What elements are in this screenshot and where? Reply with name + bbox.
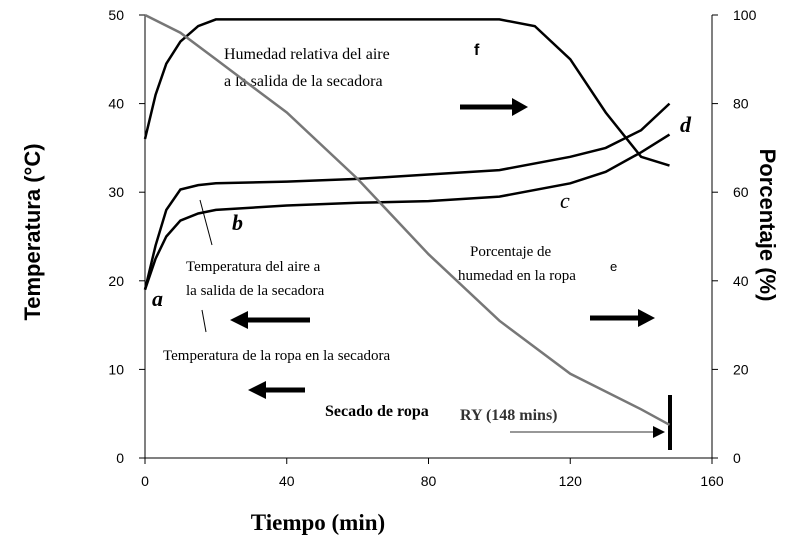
annotation: Temperatura del aire a <box>186 259 321 275</box>
annotation: Humedad relativa del aire <box>224 46 390 63</box>
y2-tick-label: 40 <box>733 273 749 289</box>
y-axis-label: Temperatura (°C) <box>20 143 45 320</box>
x-tick-label: 80 <box>421 473 437 489</box>
y2-tick-label: 100 <box>733 7 757 23</box>
series-line <box>144 13 671 426</box>
series-line <box>143 18 670 167</box>
series-line <box>143 133 671 291</box>
y-tick-label: 50 <box>108 7 124 23</box>
x-tick-label: 120 <box>559 473 583 489</box>
x-axis-label: Tiempo (min) <box>251 510 385 535</box>
annotation: a la salida de la secadora <box>224 73 383 90</box>
y2-tick-label: 80 <box>733 96 749 112</box>
annotation: humedad en la ropa <box>458 268 576 284</box>
curve-letter: c <box>560 188 570 213</box>
x-tick-label: 160 <box>700 473 724 489</box>
curve-letter: f <box>474 42 480 59</box>
y-tick-label: 20 <box>108 273 124 289</box>
series-line <box>143 102 671 290</box>
x-tick-label: 0 <box>141 473 149 489</box>
annotation: Porcentaje de <box>470 244 552 260</box>
annotation: Temperatura de la ropa en la secadora <box>163 348 390 364</box>
x-tick-label: 40 <box>279 473 295 489</box>
annotation: Secado de ropa <box>325 403 429 420</box>
y2-tick-label: 0 <box>733 450 741 466</box>
annotation: la salida de la secadora <box>186 283 325 299</box>
y2-tick-label: 60 <box>733 184 749 200</box>
y2-tick-label: 20 <box>733 361 749 377</box>
y-tick-label: 0 <box>116 450 124 466</box>
curve-letter: d <box>680 112 692 137</box>
annotation: RY (148 mins) <box>460 407 558 424</box>
y-tick-label: 40 <box>108 96 124 112</box>
arrows <box>199 98 672 450</box>
y2-axis-label: Porcentaje (%) <box>755 149 780 302</box>
curve-letter: b <box>232 210 243 235</box>
y-tick-label: 10 <box>108 361 124 377</box>
y-tick-label: 30 <box>108 184 124 200</box>
curve-letter: a <box>152 286 163 311</box>
curve-letter: e <box>610 259 617 274</box>
